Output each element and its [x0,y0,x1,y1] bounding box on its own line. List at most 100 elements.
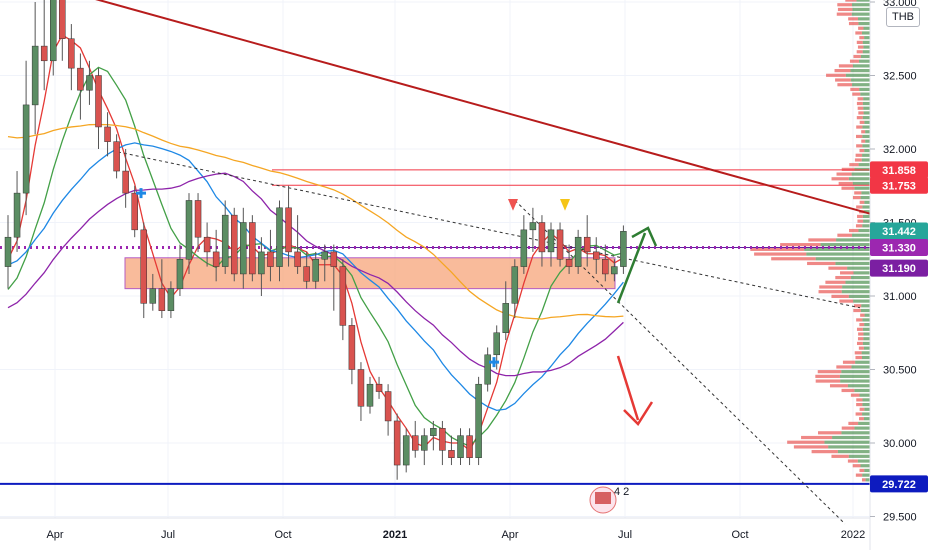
candle-body [194,200,202,238]
profile-bar-up [852,3,870,7]
profile-bar-up [861,351,870,355]
profile-bar-down [856,402,863,407]
profile-bar-down [842,360,856,364]
profile-bar-down [831,454,849,458]
candle-body [167,288,175,311]
flag-stripes-icon [595,492,611,504]
candle-body [50,0,57,62]
price-label: 31.330 [870,238,928,256]
profile-bar-down [859,407,865,411]
up-arrow-head-icon [631,226,658,247]
y-tick-label: 33.000 [883,0,917,9]
event-badge-count: 4 2 [614,486,629,498]
candle-body [203,236,211,253]
profile-bar-up [861,158,870,162]
candle-body [493,332,500,356]
profile-bar-up [851,365,870,369]
profile-bar-up [863,219,870,223]
profile-bar-down [754,252,807,256]
profile-bar-down [855,224,863,228]
volume-profile [750,0,870,482]
candle-body [185,200,193,260]
price-label-bg [870,238,928,256]
profile-bar-down [852,464,861,468]
profile-bar-down [857,219,864,223]
candle-body [529,222,537,231]
profile-bar-up [836,238,870,242]
profile-bar-down [861,478,866,482]
profile-bar-up [859,393,870,397]
profile-bar-down [787,440,825,444]
candle-body [77,67,84,91]
profile-bar-down [855,134,863,139]
profile-bar-up [862,153,870,157]
profile-bar-up [848,177,870,181]
x-tick-label: Oct [274,529,291,541]
profile-bar-down [861,139,866,143]
candle-body [475,383,482,458]
ma-line [7,123,624,320]
candle-body [348,325,356,370]
profile-bar-down [819,285,843,289]
candle-body [22,104,30,194]
profile-bar-down [853,304,862,308]
currency-badge[interactable]: THB [886,7,920,27]
candle-body [276,207,283,267]
profile-bar-up [853,299,870,303]
price-label: 29.722 [870,475,928,493]
price-label-text: 31.330 [882,242,916,254]
candle-body [357,369,365,407]
profile-bar-up [828,445,870,449]
buy-cross-icon [136,188,146,199]
profile-bar-down [841,426,855,430]
profile-bar-down [855,355,863,360]
down-arrow-icon [616,355,640,421]
candle-body [140,229,147,304]
profile-bar-up [858,163,870,167]
candle-body [611,266,618,275]
profile-bar-down [852,92,861,96]
candle-body [556,229,564,260]
profile-bar-up [848,454,870,458]
profile-bar-up [862,402,870,407]
profile-bar-up [854,186,870,190]
profile-bar-down [859,36,865,40]
profile-bar-down [836,365,852,369]
profile-bar-up [862,134,870,139]
profile-bar-down [860,313,865,317]
candle-body [620,231,627,267]
profile-bar-down [861,130,866,134]
candle-body [375,383,383,392]
profile-bar-up [859,87,870,92]
profile-bar-up [854,426,870,430]
candle-body [384,391,392,422]
profile-bar-down [838,64,853,68]
profile-bar-up [862,205,870,209]
profile-bar-down [854,191,862,195]
candle-body [547,229,555,253]
profile-bar-up [863,337,870,341]
projection-arrows [616,226,658,426]
profile-bar-down [857,214,863,219]
profile-bar-down [836,12,852,16]
price-label-text: 29.722 [882,479,916,491]
profile-bar-up [863,417,870,421]
profile-bar-up [841,431,870,435]
profile-bar-up [862,412,870,416]
candle-body [511,266,519,304]
profile-bar-down [856,40,863,44]
profile-bar-down [859,468,865,473]
profile-bar-up [860,92,870,96]
candle-body [402,435,410,466]
candle-body [258,251,265,275]
candle-body [366,383,374,407]
profile-bar-up [824,440,870,444]
profile-bar-down [852,196,861,200]
profile-bar-up [863,97,870,101]
candle-body [68,38,75,69]
profile-bar-up [864,313,870,317]
x-tick-label: Jul [618,529,632,541]
profile-bar-down [831,294,849,298]
